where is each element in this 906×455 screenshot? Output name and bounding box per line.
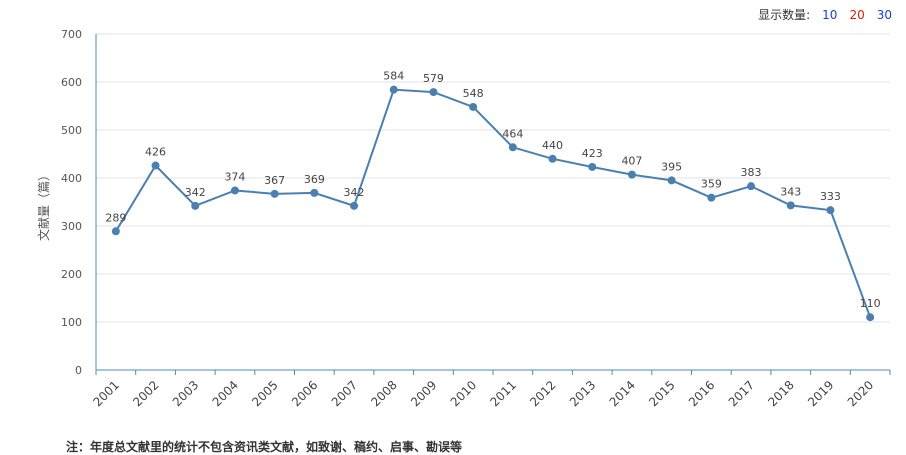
x-tick-label-2003: 2003	[170, 378, 201, 409]
x-tick-label-2010: 2010	[448, 378, 479, 409]
data-label-2002: 426	[145, 146, 166, 159]
x-tick-label-2004: 2004	[210, 378, 241, 409]
data-point-2010[interactable]	[469, 102, 478, 111]
data-label-2015: 395	[661, 160, 682, 173]
annual-literature-line-chart: 0 100 200 300 400 500 600 700 2001 2002 2003 2004 20…	[36, 28, 891, 409]
x-tick-label-2002: 2002	[130, 378, 161, 409]
data-label-2011: 464	[502, 127, 523, 140]
x-tick-label-2005: 2005	[249, 378, 280, 409]
data-label-2004: 374	[224, 170, 245, 183]
x-tick-label-2011: 2011	[487, 378, 518, 409]
data-point-2013[interactable]	[588, 162, 597, 171]
data-label-2018: 343	[780, 185, 801, 198]
data-label-2005: 367	[264, 174, 285, 187]
y-tick-label: 200	[61, 268, 82, 281]
display-count-option-10[interactable]: 10	[822, 7, 838, 22]
data-point-2011[interactable]	[508, 143, 517, 152]
x-tick-label-2008: 2008	[368, 378, 399, 409]
y-axis-label: 文献量（篇）	[36, 169, 51, 241]
data-point-2012[interactable]	[548, 154, 557, 163]
x-tick-label-2007: 2007	[329, 378, 360, 409]
footnote: 注：年度总文献里的统计不包含资讯类文献，如致谢、稿约、启事、勘误等	[66, 440, 463, 454]
display-count-option-30[interactable]: 30	[876, 7, 892, 22]
data-label-2014: 407	[621, 155, 642, 168]
data-point-2004[interactable]	[230, 186, 239, 195]
data-label-2009: 579	[423, 72, 444, 85]
y-tick-label: 400	[61, 172, 82, 185]
data-point-2001[interactable]	[111, 227, 120, 236]
y-tick-label: 100	[61, 316, 82, 329]
data-label-2019: 333	[820, 190, 841, 203]
x-tick-label-2009: 2009	[408, 378, 439, 409]
data-label-2010: 548	[463, 87, 484, 100]
display-count-toolbar: 显示数量: 10 20 30	[758, 6, 892, 23]
x-tick-label-2016: 2016	[686, 378, 717, 409]
data-label-2006: 369	[304, 173, 325, 186]
x-tick-label-2001: 2001	[90, 378, 121, 409]
data-label-2012: 440	[542, 139, 563, 152]
x-tick-label-2017: 2017	[726, 378, 757, 409]
data-point-2007[interactable]	[350, 201, 359, 210]
data-label-2020: 110	[860, 297, 881, 310]
data-point-2020[interactable]	[866, 313, 875, 322]
data-label-2013: 423	[582, 147, 603, 160]
data-point-2006[interactable]	[310, 188, 319, 197]
y-tick-label: 700	[61, 28, 82, 41]
data-label-2016: 359	[701, 178, 722, 191]
data-label-2001: 289	[105, 211, 126, 224]
data-label-2008: 584	[383, 70, 404, 83]
x-tick-label-2018: 2018	[765, 378, 796, 409]
display-count-label: 显示数量:	[758, 8, 811, 22]
x-tick-label-2012: 2012	[527, 378, 558, 409]
data-point-2005[interactable]	[270, 189, 279, 198]
series-line	[114, 88, 872, 318]
x-tick-label-2013: 2013	[567, 378, 598, 409]
y-tick-label: 0	[75, 364, 82, 377]
y-tick-label: 600	[61, 76, 82, 89]
data-point-2015[interactable]	[667, 176, 676, 185]
x-tick-label-2006: 2006	[289, 378, 320, 409]
data-label-2003: 342	[185, 186, 206, 199]
x-tick-label-2014: 2014	[607, 378, 638, 409]
data-point-2016[interactable]	[707, 193, 716, 202]
x-tick-label-2019: 2019	[805, 378, 836, 409]
data-point-2014[interactable]	[627, 170, 636, 179]
data-point-2009[interactable]	[429, 88, 438, 97]
data-label-2017: 383	[741, 166, 762, 179]
data-point-2019[interactable]	[826, 206, 835, 215]
data-label-2007: 342	[344, 186, 365, 199]
data-point-2018[interactable]	[786, 201, 795, 210]
data-point-2008[interactable]	[389, 85, 398, 94]
y-tick-label: 500	[61, 124, 82, 137]
x-tick-label-2020: 2020	[845, 378, 876, 409]
data-point-2017[interactable]	[747, 182, 756, 191]
data-point-2003[interactable]	[191, 201, 200, 210]
display-count-option-20[interactable]: 20	[849, 7, 865, 22]
x-tick-label-2015: 2015	[646, 378, 677, 409]
data-point-2002[interactable]	[151, 161, 160, 170]
y-tick-label: 300	[61, 220, 82, 233]
